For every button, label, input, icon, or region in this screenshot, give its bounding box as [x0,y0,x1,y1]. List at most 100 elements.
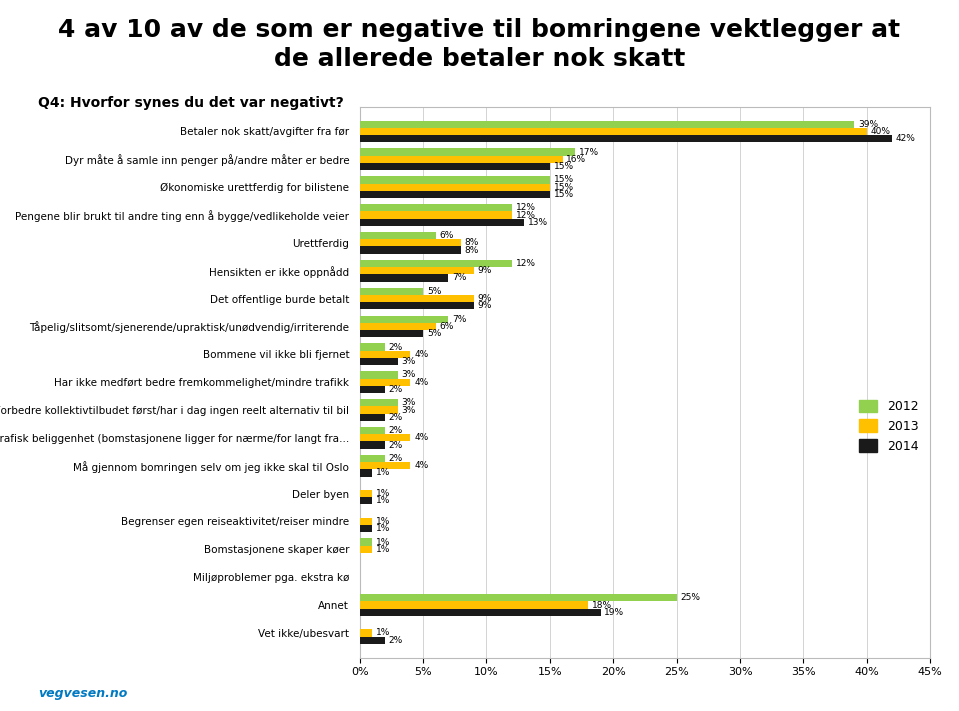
Text: 15%: 15% [553,190,573,199]
Text: 2%: 2% [388,385,403,394]
Text: 1%: 1% [376,496,390,506]
Text: 1%: 1% [376,524,390,533]
Text: 1%: 1% [376,469,390,478]
Text: 9%: 9% [478,301,492,310]
Bar [360,156,563,163]
Bar [360,135,892,142]
Bar [360,260,512,267]
Text: 2%: 2% [388,636,403,645]
Text: Q4: Hvorfor synes du det var negativt?: Q4: Hvorfor synes du det var negativt? [38,96,344,110]
Bar [360,518,372,525]
Text: 9%: 9% [478,266,492,275]
Bar [360,462,410,469]
Text: 39%: 39% [858,119,878,129]
Text: 12%: 12% [516,203,535,213]
Bar [360,247,461,254]
Bar [360,204,512,211]
Bar [360,302,474,309]
Text: 3%: 3% [402,398,416,407]
Text: 1%: 1% [376,629,390,637]
Bar [360,407,398,414]
Bar [360,455,385,462]
Bar [360,351,410,358]
Bar [360,497,372,505]
Text: 2%: 2% [388,441,403,449]
Text: 2%: 2% [388,343,403,351]
Bar [360,629,372,636]
Bar [360,427,385,434]
Bar [360,490,372,497]
Bar [360,121,854,128]
Bar [360,232,435,240]
Text: 40%: 40% [871,127,891,136]
Text: 1%: 1% [376,538,390,547]
Bar [360,295,474,302]
Bar [360,323,435,330]
Text: vegvesen.no: vegvesen.no [38,688,128,700]
Text: 2%: 2% [388,413,403,422]
Text: 19%: 19% [604,608,624,616]
Text: 3%: 3% [402,370,416,380]
Bar [360,545,372,553]
Text: 17%: 17% [579,148,599,156]
Bar [360,371,398,378]
Text: 1%: 1% [376,545,390,554]
Text: 1%: 1% [376,489,390,498]
Text: 2%: 2% [388,454,403,463]
Text: 16%: 16% [567,155,587,164]
Text: 2%: 2% [388,426,403,435]
Bar [360,128,867,135]
Text: 18%: 18% [592,601,612,609]
Text: 8%: 8% [465,245,480,255]
Bar [360,240,461,247]
Bar [360,386,385,393]
Text: 4 av 10 av de som er negative til bomringene vektlegger at
de allerede betaler n: 4 av 10 av de som er negative til bomrin… [58,18,901,72]
Bar [360,594,677,602]
Bar [360,176,550,183]
Text: 6%: 6% [439,231,454,240]
Text: 4%: 4% [414,350,429,359]
Bar [360,149,575,156]
Text: 7%: 7% [453,315,467,324]
Bar [360,399,398,407]
Text: 9%: 9% [478,294,492,303]
Bar [360,538,372,545]
Text: 3%: 3% [402,357,416,366]
Bar [360,183,550,191]
Text: 42%: 42% [896,134,916,143]
Bar [360,525,372,533]
Bar [360,267,474,274]
Bar [360,288,423,295]
Bar [360,211,512,219]
Text: 4%: 4% [414,434,429,442]
Text: 13%: 13% [528,218,549,227]
Bar [360,343,385,351]
Bar [360,378,410,386]
Text: 7%: 7% [453,274,467,282]
Text: 4%: 4% [414,378,429,387]
Bar [360,316,449,323]
Text: 25%: 25% [681,593,700,602]
Legend: 2012, 2013, 2014: 2012, 2013, 2014 [854,395,924,458]
Bar [360,191,550,198]
Text: 5%: 5% [427,329,441,338]
Bar [360,469,372,476]
Bar [360,609,600,616]
Bar [360,414,385,421]
Text: 6%: 6% [439,322,454,331]
Bar [360,219,525,226]
Bar [360,330,423,337]
Bar [360,434,410,442]
Text: 15%: 15% [553,162,573,171]
Bar [360,636,385,643]
Text: 15%: 15% [553,176,573,184]
Text: 4%: 4% [414,461,429,470]
Text: 8%: 8% [465,238,480,247]
Bar [360,442,385,449]
Bar [360,163,550,170]
Bar [360,602,588,609]
Text: 3%: 3% [402,405,416,415]
Text: 1%: 1% [376,517,390,526]
Text: 12%: 12% [516,259,535,268]
Text: 15%: 15% [553,183,573,192]
